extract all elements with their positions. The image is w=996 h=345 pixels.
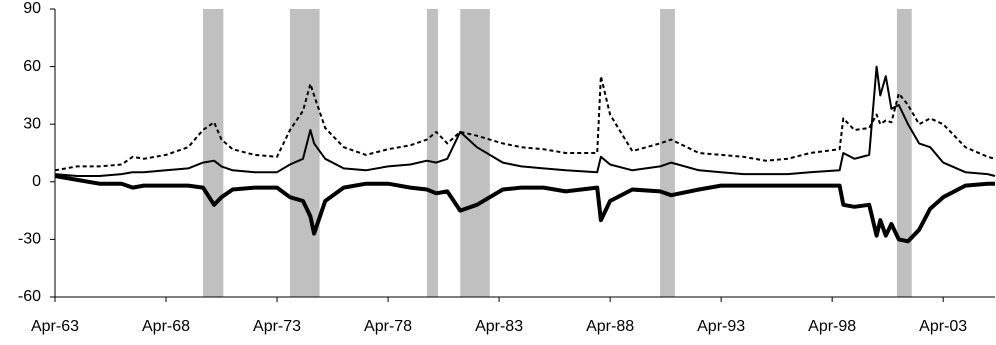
x-tick-label: Apr-88	[586, 318, 634, 335]
shaded-period	[426, 9, 439, 297]
shaded-period	[660, 9, 675, 297]
x-tick-label: Apr-68	[142, 318, 190, 335]
x-tick-label: Apr-63	[31, 318, 79, 335]
series-line	[54, 75, 996, 172]
y-tick-label: -60	[18, 288, 41, 305]
shaded-period	[896, 9, 912, 297]
y-tick-label: 90	[23, 0, 41, 17]
y-tick-label: -30	[18, 231, 41, 248]
y-tick-label: 0	[32, 173, 41, 190]
y-tick-label: 30	[23, 115, 41, 132]
x-tick-label: Apr-98	[808, 318, 856, 335]
y-tick-label: 60	[23, 58, 41, 75]
x-tick-label: Apr-78	[364, 318, 412, 335]
series-line	[54, 65, 996, 177]
series-line	[54, 174, 995, 244]
x-tick-label: Apr-83	[475, 318, 523, 335]
x-tick-label: Apr-03	[919, 318, 967, 335]
x-tick-label: Apr-93	[697, 318, 745, 335]
shaded-period	[203, 9, 224, 297]
x-tick-label: Apr-73	[253, 318, 301, 335]
